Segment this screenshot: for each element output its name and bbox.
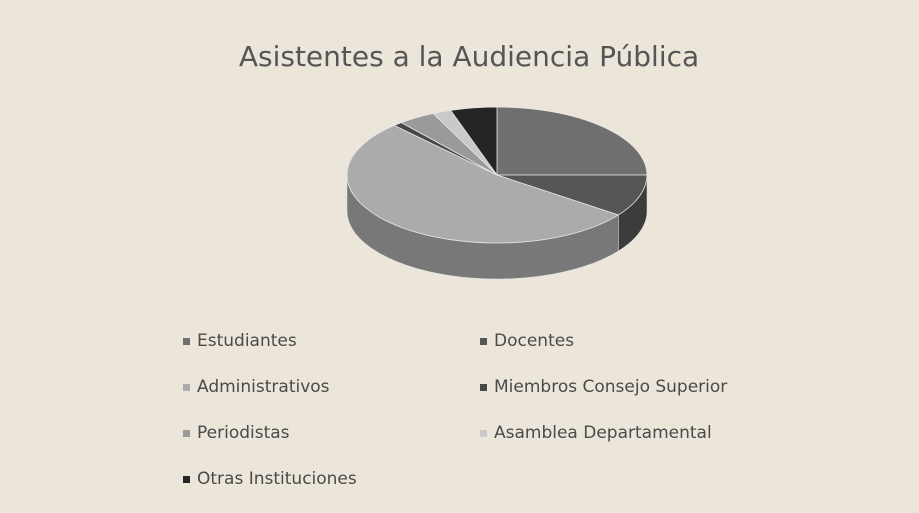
legend-label: Periodistas xyxy=(197,423,290,443)
legend-label: Administrativos xyxy=(197,377,330,397)
pie-slice xyxy=(449,106,498,177)
legend-swatch xyxy=(480,430,487,437)
legend-swatch xyxy=(183,338,190,345)
pie-slice xyxy=(496,106,648,176)
legend-swatch xyxy=(480,338,487,345)
legend-swatch xyxy=(183,384,190,391)
legend-label: Miembros Consejo Superior xyxy=(494,377,727,397)
legend-label: Otras Instituciones xyxy=(197,469,357,489)
legend-label: Docentes xyxy=(494,331,574,351)
pie-slice xyxy=(346,124,620,244)
legend-swatch xyxy=(480,384,487,391)
chart-title: Asistentes a la Audiencia Pública xyxy=(239,40,699,73)
legend-swatch xyxy=(183,476,190,483)
legend-label: Estudiantes xyxy=(197,331,297,351)
legend-swatch xyxy=(183,430,190,437)
legend-label: Asamblea Departamental xyxy=(494,423,712,443)
pie-slice xyxy=(496,174,648,216)
